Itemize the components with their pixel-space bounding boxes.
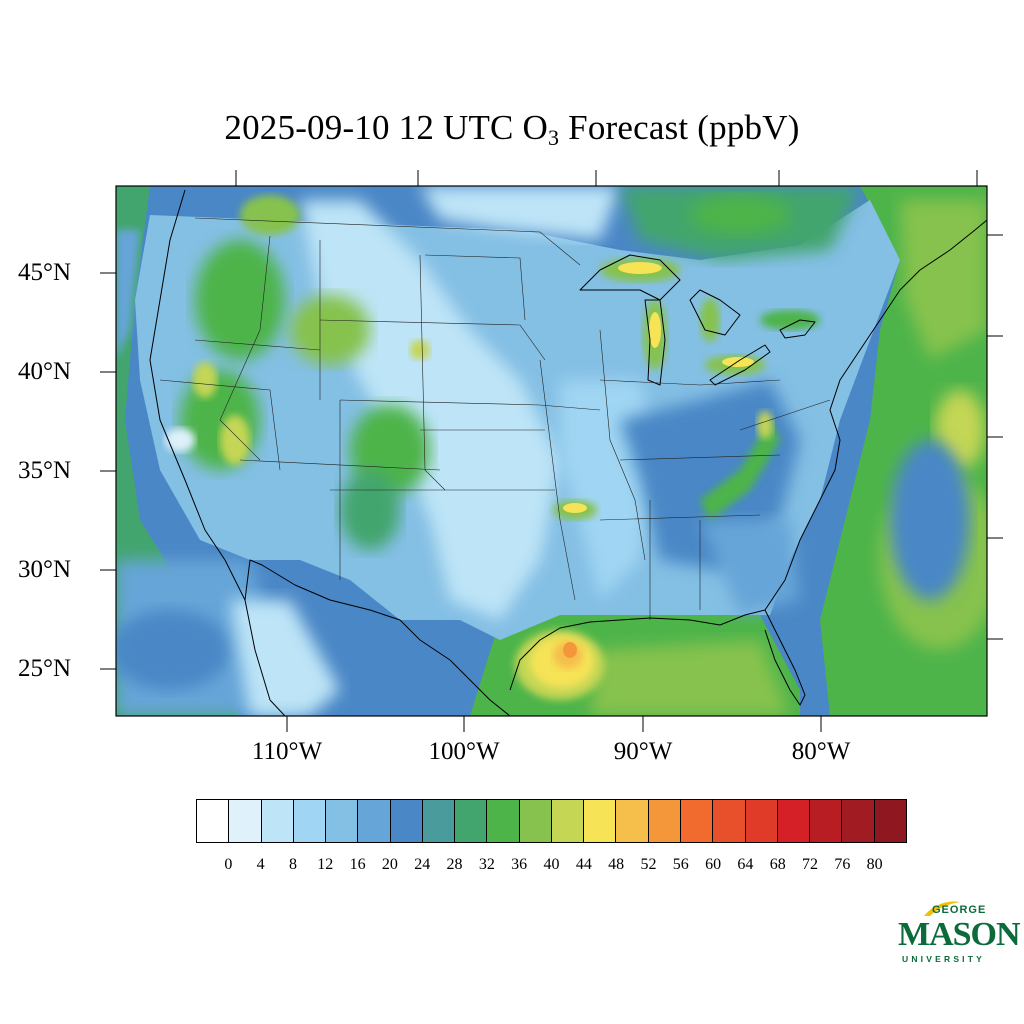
colorbar-box [358, 800, 391, 842]
colorbar-box [810, 800, 843, 842]
colorbar-box [519, 800, 552, 842]
map-title: 2025-09-10 12 UTC O3 Forecast (ppbV) [0, 108, 1024, 151]
colorbar-box [616, 800, 649, 842]
colorbar-tick-label: 36 [511, 856, 528, 873]
colorbar-tick-label: 68 [769, 856, 786, 873]
colorbar-tick-label: 20 [381, 856, 398, 873]
logo-mason: MASON [898, 916, 1021, 953]
colorbar-box [551, 800, 585, 842]
concentration-field [116, 186, 987, 716]
bottom-ticks [286, 716, 822, 732]
colorbar-box [293, 800, 327, 842]
colorbar-tick-label: 28 [446, 856, 463, 873]
colorbar-box [261, 800, 294, 842]
title-main: 2025-09-10 12 UTC O [224, 108, 549, 147]
colorbar-tick-label: 44 [575, 856, 592, 873]
lon-label-110: 110°W [251, 738, 323, 765]
top-ticks [235, 170, 978, 186]
colorbar-box [874, 800, 906, 842]
colorbar-box [455, 800, 488, 842]
lat-label-25: 25°N [18, 655, 72, 682]
colorbar-tick-label: 8 [288, 856, 297, 873]
colorbar-tick-label: 48 [608, 856, 625, 873]
colorbar-box [197, 800, 230, 842]
state-borders [159, 217, 831, 620]
right-ticks [987, 234, 1003, 640]
colorbar-tick-label: 72 [802, 856, 819, 873]
colorbar-box [390, 800, 423, 842]
title-subscript: 3 [548, 125, 560, 150]
colorbar-box [584, 800, 617, 842]
colorbar-box [680, 800, 714, 842]
lat-label-45: 45°N [18, 259, 72, 286]
colorbar-box [777, 800, 811, 842]
colorbar-box [745, 800, 778, 842]
gmu-logo: GEORGE MASON UNIVERSITY [896, 898, 1021, 970]
colorbar-tick-label: 76 [834, 856, 851, 873]
logo-swoosh-icon [924, 901, 960, 916]
colorbar-tick-label: 0 [224, 856, 233, 873]
left-ticks [100, 272, 116, 670]
logo-university: UNIVERSITY [902, 954, 986, 964]
map-border [115, 185, 988, 717]
colorbar-box [422, 800, 456, 842]
colorbar-tick-label: 32 [478, 856, 495, 873]
colorbar [196, 799, 907, 843]
colorbar-tick-label: 80 [866, 856, 883, 873]
lon-label-90: 90°W [613, 738, 673, 765]
colorbar-box [842, 800, 875, 842]
colorbar-tick-label: 56 [672, 856, 689, 873]
lon-label-80: 80°W [791, 738, 851, 765]
colorbar-tick-label: 60 [705, 856, 722, 873]
lat-label-35: 35°N [18, 457, 72, 484]
colorbar-box [229, 800, 262, 842]
lat-label-40: 40°N [18, 358, 72, 385]
colorbar-tick-label: 4 [256, 856, 265, 873]
colorbar-tick-label: 52 [640, 856, 657, 873]
colorbar-tick-label: 40 [543, 856, 560, 873]
colorbar-tick-label: 24 [414, 856, 431, 873]
colorbar-tick-label: 12 [317, 856, 334, 873]
lat-label-30: 30°N [18, 556, 72, 583]
lon-label-100: 100°W [428, 738, 500, 765]
logo-george: GEORGE [932, 904, 987, 916]
colorbar-box [648, 800, 681, 842]
colorbar-box [713, 800, 746, 842]
colorbar-box [487, 800, 520, 842]
colorbar-tick-label: 64 [737, 856, 754, 873]
title-suffix: Forecast (ppbV) [559, 108, 800, 147]
colorbar-tick-label: 16 [349, 856, 366, 873]
coastlines [149, 189, 988, 717]
colorbar-box [326, 800, 359, 842]
